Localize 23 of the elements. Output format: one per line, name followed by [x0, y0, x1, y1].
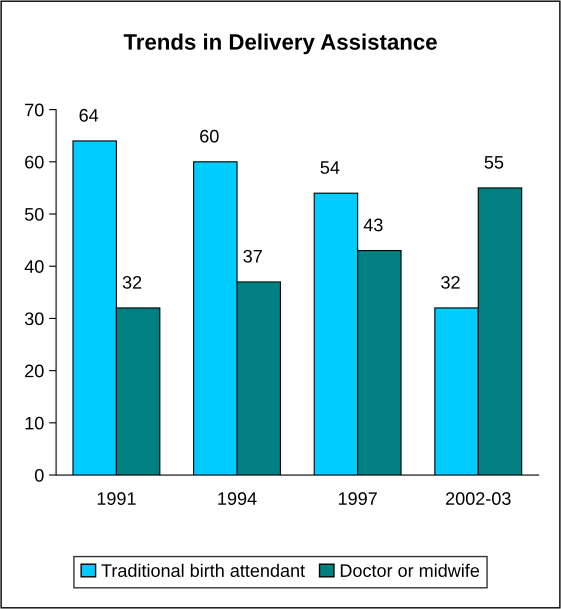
data-label: 43	[364, 218, 383, 232]
y-tick-label: 10	[26, 416, 44, 430]
y-tick-label: 60	[25, 156, 44, 169]
data-label: 55	[484, 156, 504, 169]
x-tick-label: 1991	[98, 492, 136, 505]
x-tick-label: 2002-03	[446, 492, 511, 505]
y-tick-label: 50	[24, 208, 44, 221]
x-tick-label: 1997	[338, 492, 377, 505]
legend-label: Doctor or midwife	[340, 564, 480, 577]
y-tick-label: 0	[34, 468, 44, 482]
data-label: 32	[122, 276, 142, 289]
y-tick-label: 70	[25, 104, 44, 116]
data-label: 37	[243, 250, 262, 263]
y-tick-label: 30	[24, 312, 44, 326]
data-label: 32	[441, 276, 460, 289]
data-label: 60	[200, 130, 219, 143]
x-tick-label: 1994	[218, 492, 257, 505]
y-tick-label: 40	[24, 260, 44, 273]
data-label: 54	[320, 161, 340, 174]
chart-title: Trends in Delivery Assistance	[124, 33, 437, 54]
y-tick-label: 20	[25, 364, 44, 378]
legend-label: Traditional birth attendant	[101, 564, 305, 577]
data-label: 64	[80, 108, 98, 122]
